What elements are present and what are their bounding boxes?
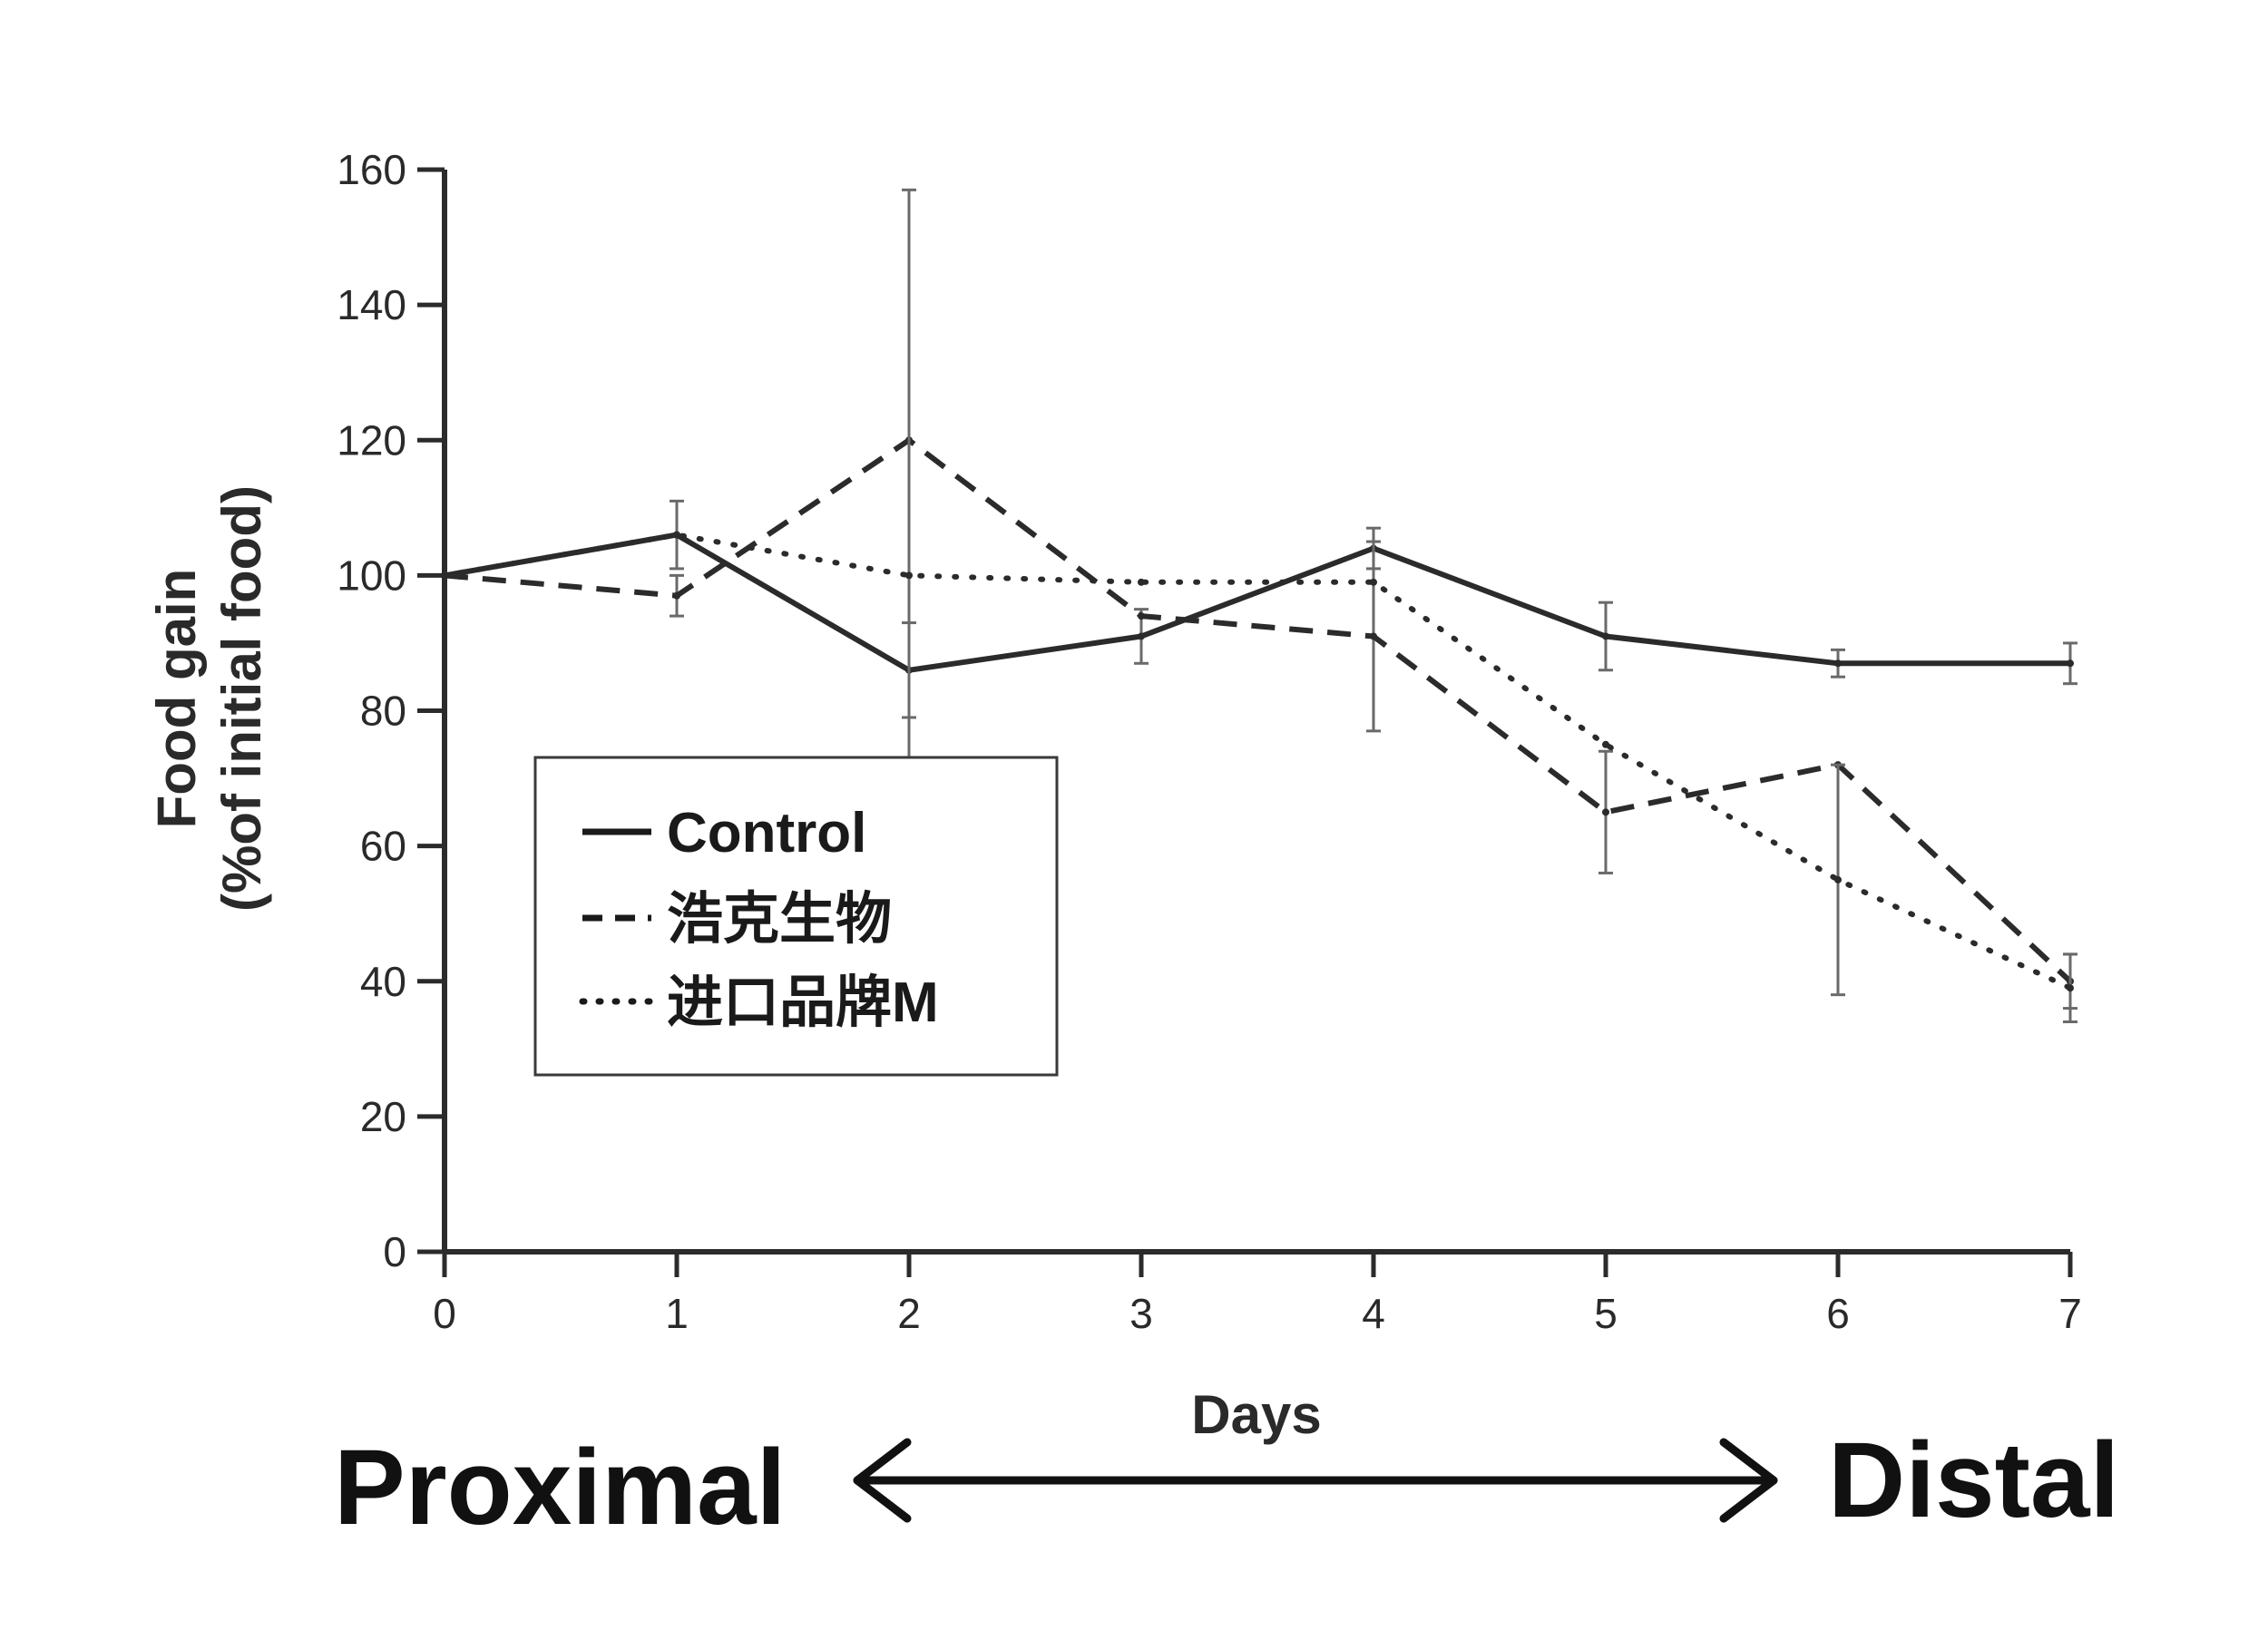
y-tick-label: 140 bbox=[337, 281, 406, 328]
series-layer bbox=[441, 188, 2077, 1023]
data-point bbox=[1138, 578, 1145, 586]
data-point bbox=[1370, 578, 1377, 586]
y-tick-label: 20 bbox=[360, 1093, 406, 1140]
data-point bbox=[673, 591, 680, 600]
series-haoke bbox=[441, 436, 2077, 1011]
data-point bbox=[1602, 808, 1609, 816]
chart-axes: 0 20 40 60 80 100 120 140 160 0 1 2 3 4 5 6 7 bbox=[337, 146, 2082, 1337]
x-tick-label: 6 bbox=[1826, 1290, 1850, 1337]
legend-label-haoke: 浩克生物 bbox=[667, 888, 892, 951]
y-tick-label: 60 bbox=[360, 823, 406, 870]
legend-label-control: Control bbox=[667, 802, 866, 864]
y-tick-label: 40 bbox=[360, 958, 406, 1005]
data-point bbox=[673, 531, 680, 539]
x-tick-label: 3 bbox=[1129, 1290, 1153, 1337]
x-tick-label: 1 bbox=[665, 1290, 689, 1337]
series-line bbox=[444, 532, 2070, 673]
data-point bbox=[1138, 632, 1145, 640]
x-tick-label: 4 bbox=[1362, 1290, 1385, 1337]
y-tick-label: 80 bbox=[360, 688, 406, 735]
y-tick-label: 120 bbox=[337, 416, 406, 464]
legend-label-import-m: 进口品牌M bbox=[667, 971, 939, 1034]
x-tick-label: 0 bbox=[433, 1290, 456, 1337]
y-tick-label: 0 bbox=[383, 1228, 406, 1275]
data-point bbox=[1602, 740, 1609, 748]
y-axis-title-line1: Food gain bbox=[146, 569, 207, 829]
data-point bbox=[2067, 984, 2074, 992]
arrow-head-right bbox=[1719, 1438, 1778, 1523]
data-point bbox=[1602, 632, 1609, 640]
series-line bbox=[442, 532, 2073, 991]
x-tick-label: 7 bbox=[2058, 1290, 2082, 1337]
data-point bbox=[1138, 612, 1145, 620]
arrow-head-left bbox=[853, 1438, 912, 1523]
data-point bbox=[1370, 632, 1377, 640]
data-point bbox=[1834, 659, 1842, 668]
proximal-distal-arrow bbox=[853, 1438, 1778, 1523]
data-point bbox=[441, 571, 448, 580]
series-line bbox=[444, 437, 2073, 983]
distal-label: Distal bbox=[1828, 1421, 2119, 1540]
x-tick-label: 5 bbox=[1594, 1290, 1618, 1337]
data-point bbox=[2067, 659, 2074, 668]
data-point bbox=[905, 571, 913, 580]
data-point bbox=[1834, 875, 1842, 884]
y-axis-title: Food gain (%of initial food) bbox=[146, 485, 272, 912]
legend: Control 浩克生物 进口品牌M bbox=[533, 756, 1059, 1077]
x-axis-title: Days bbox=[1191, 1384, 1321, 1445]
series-control bbox=[441, 499, 2077, 719]
proximal-label: Proximal bbox=[334, 1428, 786, 1547]
y-axis-title-line2: (%of initial food) bbox=[211, 485, 272, 912]
y-tick-label: 100 bbox=[337, 552, 406, 599]
y-tick-label: 160 bbox=[337, 146, 406, 193]
x-tick-label: 2 bbox=[897, 1290, 921, 1337]
